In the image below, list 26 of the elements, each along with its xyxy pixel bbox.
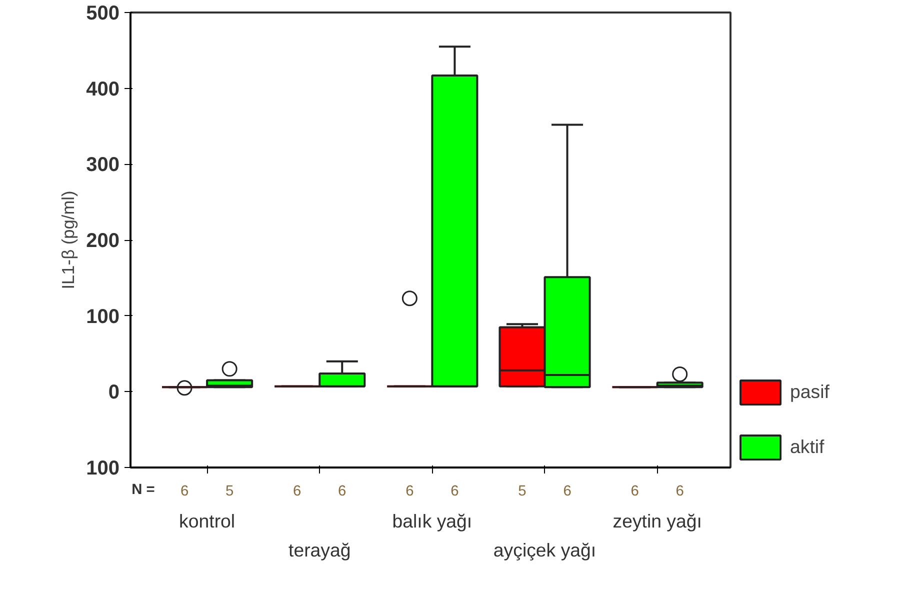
y-tick-label: 200 (86, 230, 120, 252)
text: 6 (293, 484, 302, 500)
x-tick-label: kontrol (179, 510, 236, 532)
text: 6 (630, 484, 639, 500)
y-tick-label: 500 (86, 2, 120, 24)
y-tick-label: 400 (86, 78, 120, 100)
x-tick-label: zeytin yağı (612, 510, 702, 532)
text: 6 (406, 484, 414, 500)
text: 6 (563, 484, 572, 500)
text: N = (132, 482, 155, 498)
legend-label: pasif (790, 381, 830, 403)
y-tick-label: 300 (86, 154, 120, 176)
x-tick-label: balık yağı (392, 510, 472, 532)
text: 5 (518, 484, 526, 500)
y-tick-label: 100 (86, 306, 120, 328)
text: 6 (450, 484, 459, 500)
text: 6 (338, 484, 346, 500)
legend-label: aktif (790, 436, 824, 458)
text: 6 (180, 484, 189, 500)
x-tick-label: terayağ (288, 540, 351, 561)
y-tick-label: 100 (86, 458, 120, 480)
text: 5 (225, 484, 234, 500)
y-tick-label: 0 (108, 382, 120, 404)
text: 6 (676, 484, 684, 500)
y-axis-title: IL1-β (pg/ml) (58, 190, 78, 290)
x-tick-label: ayçiçek yağı (493, 540, 596, 561)
